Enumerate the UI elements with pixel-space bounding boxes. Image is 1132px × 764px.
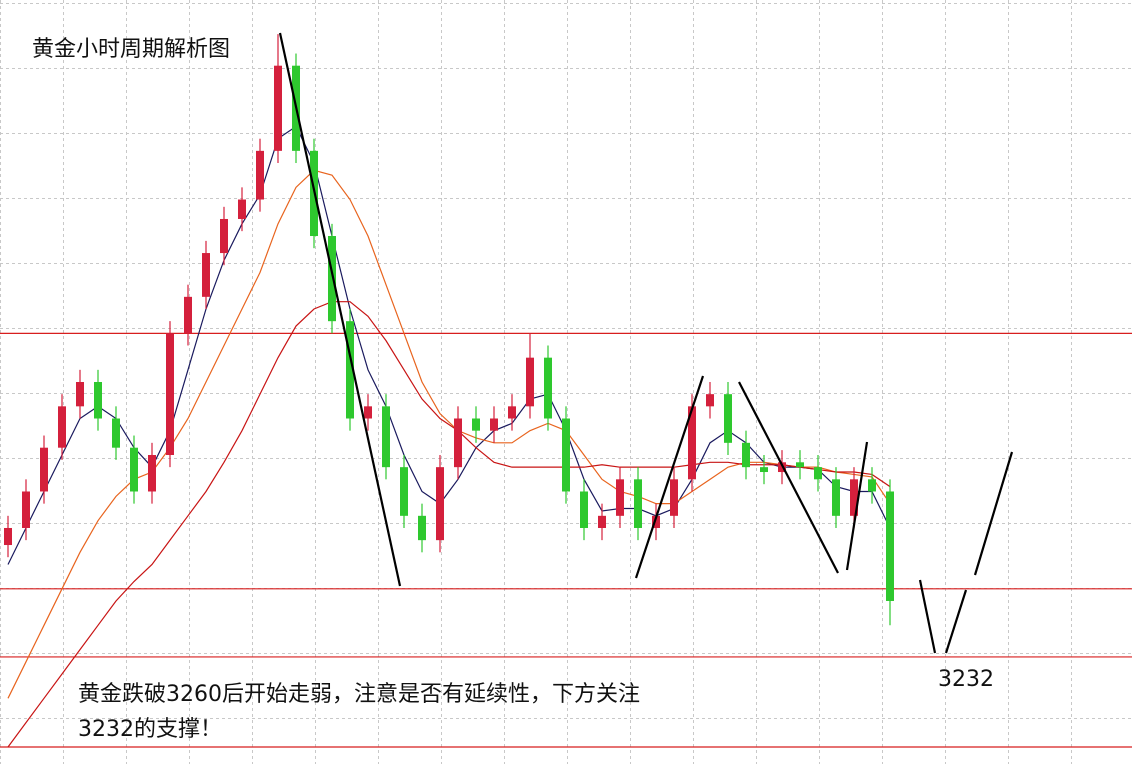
annotation: 3232的支撑！ — [78, 717, 222, 742]
trend-lines — [278, 32, 1014, 654]
candle-body — [742, 442, 750, 468]
candle-body — [706, 394, 714, 407]
trend-line — [918, 579, 937, 654]
candle-body — [112, 418, 120, 448]
candle-body — [58, 406, 66, 448]
candle-body — [616, 479, 624, 516]
candle-body — [40, 447, 48, 492]
candle-body — [598, 515, 606, 528]
candle-body — [724, 394, 732, 443]
candle-body — [868, 479, 876, 492]
candle-body — [166, 333, 174, 455]
candle-body — [364, 406, 372, 419]
candle-body — [634, 479, 642, 528]
candle-body — [454, 418, 462, 468]
candle-body — [670, 479, 678, 516]
ma-line — [7, 125, 891, 565]
trend-line — [845, 441, 869, 571]
candle-body — [328, 236, 336, 322]
candle-body — [814, 467, 822, 480]
trend-line — [973, 451, 1014, 576]
candle-body — [472, 418, 480, 431]
candle-body — [94, 382, 102, 419]
candle-body — [688, 406, 696, 480]
candle-body — [184, 296, 192, 334]
candle-body — [526, 357, 534, 407]
candle-body — [832, 479, 840, 516]
trend-line — [738, 381, 839, 574]
chart-title: 黄金小时周期解析图 — [32, 37, 230, 62]
candle-body — [202, 253, 210, 297]
level-label: 3232 — [938, 667, 994, 692]
candle-body — [4, 527, 12, 546]
trend-line — [634, 375, 705, 579]
ma-line — [7, 301, 891, 748]
candle-body — [562, 418, 570, 492]
candle-body — [580, 491, 588, 528]
candle-body — [76, 382, 84, 407]
candle-body — [652, 515, 660, 528]
trend-line — [944, 589, 968, 654]
ma-line — [7, 169, 891, 699]
candle-body — [886, 491, 894, 601]
candle-body — [346, 321, 354, 419]
candle-body — [148, 454, 156, 492]
candle-body — [418, 515, 426, 541]
candle-body — [400, 467, 408, 516]
candle-body — [490, 418, 498, 431]
candle-body — [760, 467, 768, 473]
candle-body — [238, 199, 246, 219]
candle-body — [436, 467, 444, 541]
candle-body — [220, 218, 228, 254]
candles — [4, 34, 894, 626]
candle-body — [796, 462, 804, 468]
candle-body — [22, 491, 30, 528]
annotation: 黄金跌破3260后开始走弱，注意是否有延续性，下方关注 — [78, 682, 640, 707]
candle-body — [508, 406, 516, 419]
candle-body — [382, 406, 390, 468]
candle-body — [256, 150, 264, 200]
trend-line — [278, 32, 402, 587]
candle-body — [274, 65, 282, 151]
candle-body — [850, 479, 858, 516]
candle-body — [544, 357, 552, 419]
candle-body — [130, 447, 138, 492]
